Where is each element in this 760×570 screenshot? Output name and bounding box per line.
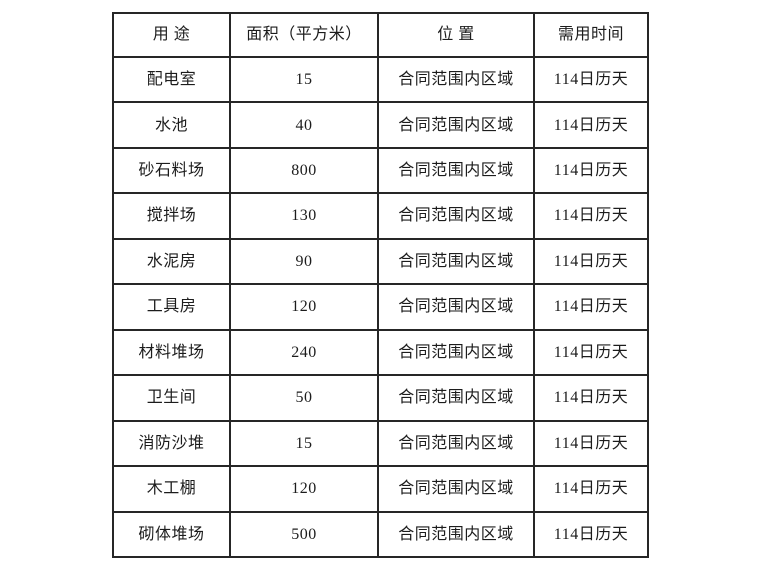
cell-area: 130 (229, 192, 379, 240)
cell-location: 合同范围内区域 (377, 55, 535, 104)
cell-area: 800 (229, 146, 379, 195)
table-row: 工具房 120 合同范围内区域 114日历天 (112, 283, 649, 331)
table-row: 材料堆场 240 合同范围内区域 114日历天 (112, 328, 649, 377)
cell-usage: 水池 (112, 101, 231, 149)
table-row: 水泥房 90 合同范围内区域 114日历天 (112, 237, 649, 286)
cell-duration: 114日历天 (533, 510, 649, 559)
cell-location: 合同范围内区域 (377, 465, 535, 513)
facilities-table-container: 用 途 面积（平方米） 位 置 需用时间 配电室 15 合同范围内区域 114日… (112, 12, 649, 559)
header-row: 用 途 面积（平方米） 位 置 需用时间 (112, 12, 649, 58)
cell-usage: 配电室 (112, 55, 231, 104)
cell-duration: 114日历天 (533, 101, 649, 149)
table-row: 消防沙堆 15 合同范围内区域 114日历天 (112, 419, 649, 468)
cell-area: 15 (229, 419, 379, 468)
cell-location: 合同范围内区域 (377, 374, 535, 422)
column-header-location: 位 置 (377, 12, 535, 58)
cell-usage: 材料堆场 (112, 328, 231, 377)
column-header-area: 面积（平方米） (229, 12, 379, 58)
cell-duration: 114日历天 (533, 283, 649, 331)
cell-location: 合同范围内区域 (377, 146, 535, 195)
column-header-duration: 需用时间 (533, 12, 649, 58)
cell-usage: 消防沙堆 (112, 419, 231, 468)
cell-location: 合同范围内区域 (377, 283, 535, 331)
cell-location: 合同范围内区域 (377, 192, 535, 240)
cell-usage: 木工棚 (112, 465, 231, 513)
cell-area: 500 (229, 510, 379, 559)
cell-usage: 卫生间 (112, 374, 231, 422)
cell-usage: 砌体堆场 (112, 510, 231, 559)
cell-duration: 114日历天 (533, 237, 649, 286)
cell-duration: 114日历天 (533, 419, 649, 468)
table-row: 搅拌场 130 合同范围内区域 114日历天 (112, 192, 649, 240)
cell-duration: 114日历天 (533, 374, 649, 422)
cell-area: 240 (229, 328, 379, 377)
table-row: 卫生间 50 合同范围内区域 114日历天 (112, 374, 649, 422)
table-row: 配电室 15 合同范围内区域 114日历天 (112, 55, 649, 104)
column-header-usage: 用 途 (112, 12, 231, 58)
cell-area: 120 (229, 465, 379, 513)
cell-area: 120 (229, 283, 379, 331)
cell-usage: 砂石料场 (112, 146, 231, 195)
cell-location: 合同范围内区域 (377, 419, 535, 468)
cell-duration: 114日历天 (533, 55, 649, 104)
cell-duration: 114日历天 (533, 328, 649, 377)
cell-duration: 114日历天 (533, 146, 649, 195)
cell-area: 90 (229, 237, 379, 286)
cell-duration: 114日历天 (533, 465, 649, 513)
cell-usage: 水泥房 (112, 237, 231, 286)
cell-area: 50 (229, 374, 379, 422)
cell-location: 合同范围内区域 (377, 101, 535, 149)
table-row: 砂石料场 800 合同范围内区域 114日历天 (112, 146, 649, 195)
cell-usage: 搅拌场 (112, 192, 231, 240)
facilities-table: 用 途 面积（平方米） 位 置 需用时间 配电室 15 合同范围内区域 114日… (112, 12, 649, 559)
cell-usage: 工具房 (112, 283, 231, 331)
cell-location: 合同范围内区域 (377, 237, 535, 286)
table-row: 木工棚 120 合同范围内区域 114日历天 (112, 465, 649, 513)
cell-area: 15 (229, 55, 379, 104)
table-row: 水池 40 合同范围内区域 114日历天 (112, 101, 649, 149)
cell-duration: 114日历天 (533, 192, 649, 240)
cell-location: 合同范围内区域 (377, 328, 535, 377)
table-row: 砌体堆场 500 合同范围内区域 114日历天 (112, 510, 649, 559)
cell-location: 合同范围内区域 (377, 510, 535, 559)
cell-area: 40 (229, 101, 379, 149)
